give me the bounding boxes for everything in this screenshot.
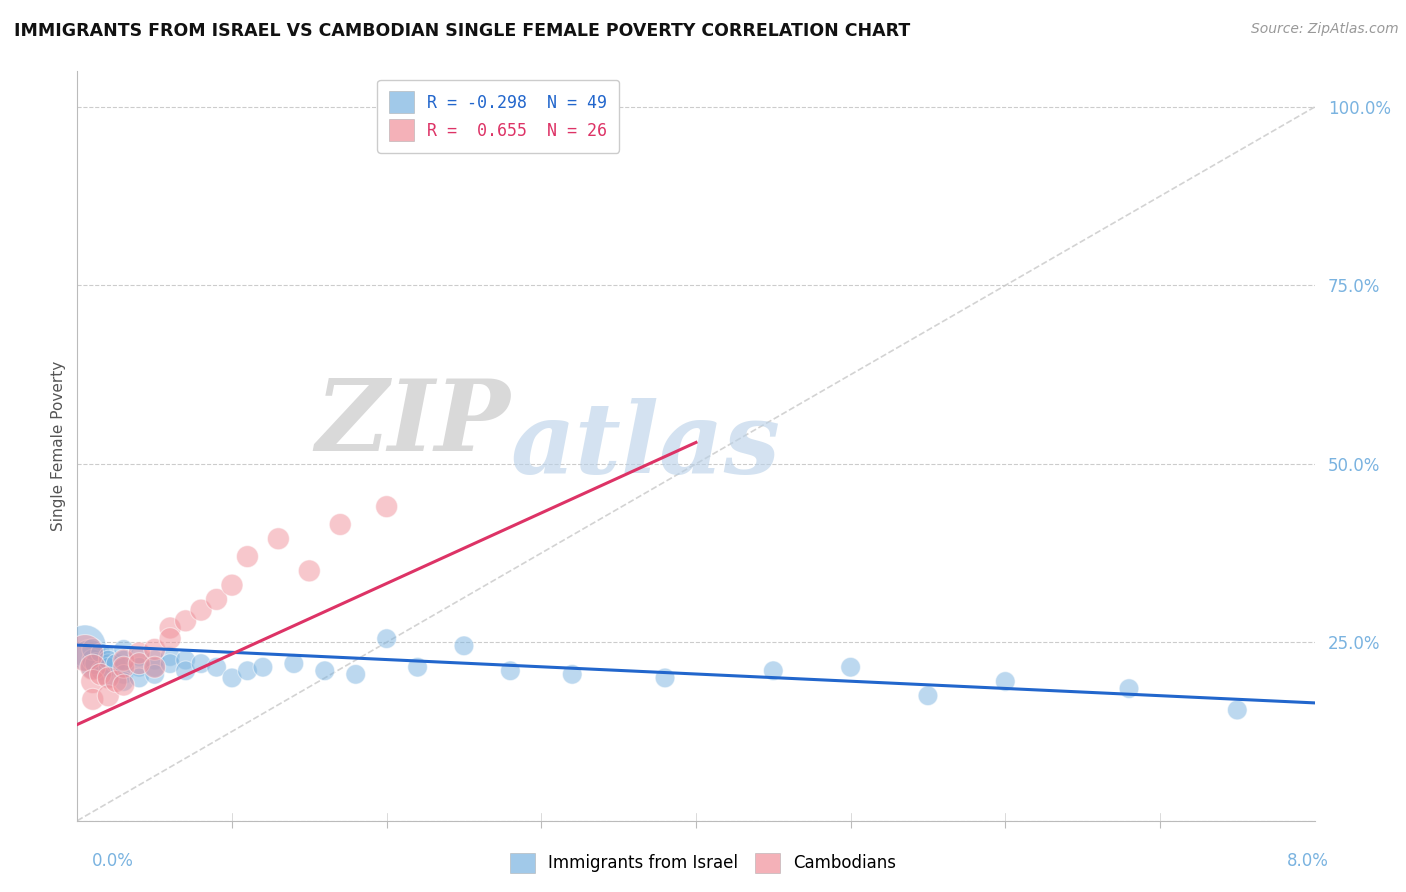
- Point: [84, 657, 107, 671]
- Point: [82, 653, 104, 667]
- Point: [82, 660, 104, 674]
- Point: [143, 642, 166, 657]
- Text: IMMIGRANTS FROM ISRAEL VS CAMBODIAN SINGLE FEMALE POVERTY CORRELATION CHART: IMMIGRANTS FROM ISRAEL VS CAMBODIAN SING…: [14, 22, 910, 40]
- Point: [375, 500, 398, 514]
- Point: [128, 657, 150, 671]
- Point: [159, 632, 181, 646]
- Point: [97, 653, 120, 667]
- Point: [917, 689, 939, 703]
- Point: [499, 664, 522, 678]
- Text: Source: ZipAtlas.com: Source: ZipAtlas.com: [1251, 22, 1399, 37]
- Point: [174, 664, 197, 678]
- Point: [344, 667, 367, 681]
- Legend: R = -0.298  N = 49, R =  0.655  N = 26: R = -0.298 N = 49, R = 0.655 N = 26: [377, 79, 619, 153]
- Point: [205, 660, 228, 674]
- Point: [82, 692, 104, 706]
- Point: [283, 657, 305, 671]
- Point: [128, 646, 150, 660]
- Point: [112, 642, 135, 657]
- Point: [112, 667, 135, 681]
- Point: [112, 653, 135, 667]
- Point: [128, 660, 150, 674]
- Point: [97, 649, 120, 664]
- Point: [159, 649, 181, 664]
- Point: [159, 657, 181, 671]
- Point: [90, 664, 111, 678]
- Point: [329, 517, 352, 532]
- Point: [221, 671, 243, 685]
- Point: [112, 678, 135, 692]
- Text: ZIP: ZIP: [315, 376, 510, 472]
- Point: [112, 660, 135, 674]
- Point: [97, 657, 120, 671]
- Point: [561, 667, 583, 681]
- Point: [839, 660, 862, 674]
- Point: [298, 564, 321, 578]
- Point: [82, 642, 104, 657]
- Point: [143, 653, 166, 667]
- Point: [994, 674, 1017, 689]
- Point: [143, 660, 166, 674]
- Point: [143, 667, 166, 681]
- Text: atlas: atlas: [510, 398, 780, 494]
- Text: 8.0%: 8.0%: [1286, 852, 1329, 870]
- Legend: Immigrants from Israel, Cambodians: Immigrants from Israel, Cambodians: [503, 847, 903, 880]
- Point: [79, 649, 101, 664]
- Point: [1226, 703, 1249, 717]
- Point: [112, 653, 135, 667]
- Point: [453, 639, 475, 653]
- Point: [190, 657, 212, 671]
- Point: [75, 639, 96, 653]
- Point: [190, 603, 212, 617]
- Point: [97, 671, 120, 685]
- Point: [82, 660, 104, 674]
- Point: [82, 674, 104, 689]
- Point: [1118, 681, 1140, 696]
- Point: [90, 667, 111, 681]
- Point: [654, 671, 676, 685]
- Point: [236, 549, 259, 564]
- Y-axis label: Single Female Poverty: Single Female Poverty: [51, 361, 66, 531]
- Point: [236, 664, 259, 678]
- Point: [406, 660, 429, 674]
- Point: [97, 671, 120, 685]
- Point: [314, 664, 336, 678]
- Point: [267, 532, 290, 546]
- Point: [90, 646, 111, 660]
- Point: [174, 653, 197, 667]
- Point: [143, 660, 166, 674]
- Point: [97, 660, 120, 674]
- Point: [128, 649, 150, 664]
- Point: [112, 674, 135, 689]
- Point: [205, 592, 228, 607]
- Point: [97, 689, 120, 703]
- Point: [112, 660, 135, 674]
- Point: [105, 674, 127, 689]
- Text: 0.0%: 0.0%: [91, 852, 134, 870]
- Point: [75, 646, 96, 660]
- Point: [375, 632, 398, 646]
- Point: [762, 664, 785, 678]
- Point: [128, 671, 150, 685]
- Point: [105, 657, 127, 671]
- Point: [159, 621, 181, 635]
- Point: [252, 660, 274, 674]
- Point: [174, 614, 197, 628]
- Point: [221, 578, 243, 592]
